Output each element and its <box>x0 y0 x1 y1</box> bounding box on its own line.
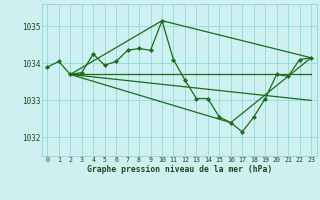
X-axis label: Graphe pression niveau de la mer (hPa): Graphe pression niveau de la mer (hPa) <box>87 165 272 174</box>
